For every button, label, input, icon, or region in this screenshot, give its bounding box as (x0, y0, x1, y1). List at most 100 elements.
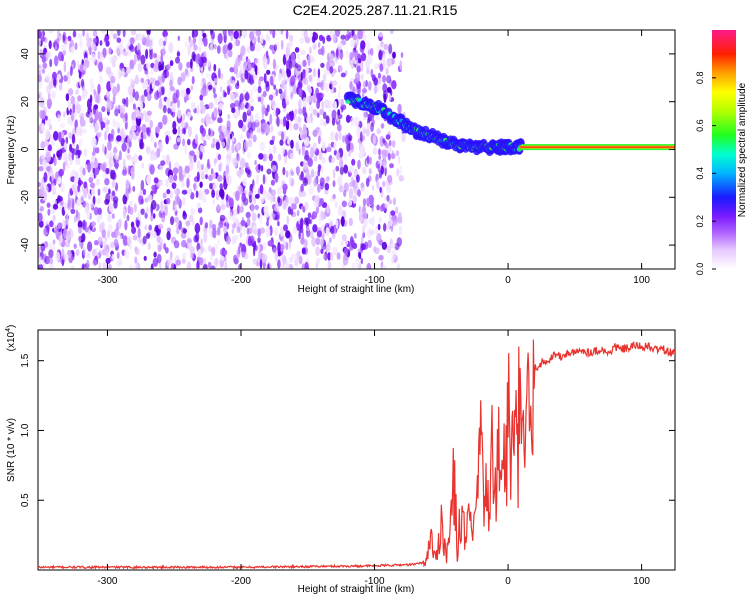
noise-speck (247, 121, 253, 131)
noise-speck (45, 115, 48, 121)
noise-speck (217, 239, 221, 245)
noise-speck (241, 243, 247, 255)
noise-speck (210, 39, 215, 46)
noise-speck (361, 52, 367, 62)
noise-speck (229, 133, 233, 140)
noise-speck (175, 259, 182, 266)
noise-speck (238, 264, 242, 269)
noise-speck (392, 51, 396, 59)
noise-speck (231, 223, 237, 229)
noise-speck (97, 207, 102, 215)
noise-speck (169, 190, 173, 199)
noise-speck (167, 178, 170, 187)
noise-speck (89, 182, 96, 189)
noise-speck (289, 34, 294, 42)
noise-speck (333, 149, 337, 156)
noise-speck (252, 134, 257, 143)
y-tick-label: 0 (20, 146, 31, 152)
noise-speck (213, 158, 217, 164)
noise-speck (146, 146, 151, 154)
noise-speck (318, 41, 321, 48)
noise-speck (351, 158, 356, 166)
noise-speck (284, 155, 288, 165)
noise-speck (82, 30, 85, 37)
noise-speck (102, 143, 105, 153)
noise-speck (359, 131, 363, 143)
noise-speck (254, 244, 258, 251)
noise-speck (307, 55, 311, 67)
noise-speck (122, 30, 126, 38)
noise-speck (146, 174, 152, 185)
noise-speck (287, 138, 290, 145)
noise-speck (269, 30, 273, 35)
noise-speck (312, 94, 317, 104)
noise-speck (176, 196, 180, 204)
noise-speck (259, 184, 264, 195)
noise-speck (181, 239, 187, 248)
noise-speck (141, 123, 147, 134)
noise-speck (262, 121, 268, 130)
noise-speck (231, 136, 235, 142)
noise-speck (316, 257, 321, 264)
noise-speck (302, 105, 307, 117)
noise-speck (289, 120, 293, 131)
noise-speck (121, 142, 127, 152)
noise-speck (303, 217, 309, 226)
noise-speck (217, 153, 222, 161)
noise-speck (105, 66, 112, 75)
noise-speck (133, 153, 138, 164)
noise-speck (187, 44, 191, 56)
noise-speck (57, 195, 63, 202)
noise-speck (374, 63, 379, 70)
noise-speck (332, 168, 336, 179)
noise-speck (105, 257, 111, 264)
noise-speck (145, 48, 149, 60)
noise-speck (237, 245, 241, 255)
noise-speck (199, 181, 203, 188)
noise-speck (383, 93, 387, 103)
noise-speck (315, 246, 320, 256)
noise-speck (386, 194, 390, 202)
noise-speck (144, 80, 148, 89)
noise-speck (378, 216, 383, 223)
noise-speck (224, 262, 228, 269)
noise-speck (368, 194, 375, 206)
noise-speck (398, 175, 405, 182)
noise-speck (271, 135, 276, 142)
noise-speck (198, 32, 202, 41)
noise-speck (200, 164, 204, 170)
noise-speck (125, 66, 131, 74)
noise-speck (343, 182, 349, 193)
snr-scale-base: (x10 (6, 331, 17, 351)
noise-speck (290, 52, 296, 63)
noise-speck (165, 258, 169, 269)
noise-speck (312, 129, 318, 137)
noise-speck (384, 166, 387, 177)
noise-speck (110, 75, 116, 84)
noise-speck (66, 163, 71, 169)
noise-speck (146, 206, 149, 215)
y-tick-label: -40 (20, 237, 31, 252)
noise-speck (254, 65, 258, 76)
spectrogram-signal-layer (343, 91, 675, 157)
noise-speck (318, 135, 321, 145)
noise-speck (70, 208, 76, 214)
noise-speck (97, 188, 101, 196)
noise-speck (326, 146, 332, 153)
noise-speck (392, 197, 397, 206)
noise-speck (274, 227, 278, 237)
noise-speck (277, 196, 281, 204)
noise-speck (238, 185, 243, 195)
noise-speck (134, 91, 139, 101)
noise-speck (391, 80, 397, 90)
noise-speck (96, 93, 100, 104)
noise-speck (116, 37, 122, 43)
noise-speck (239, 102, 245, 110)
noise-speck (146, 92, 152, 102)
noise-speck (166, 197, 171, 205)
noise-speck (306, 96, 312, 103)
noise-speck (302, 59, 307, 68)
noise-speck (337, 123, 342, 132)
noise-speck (354, 116, 360, 128)
noise-speck (127, 204, 131, 214)
